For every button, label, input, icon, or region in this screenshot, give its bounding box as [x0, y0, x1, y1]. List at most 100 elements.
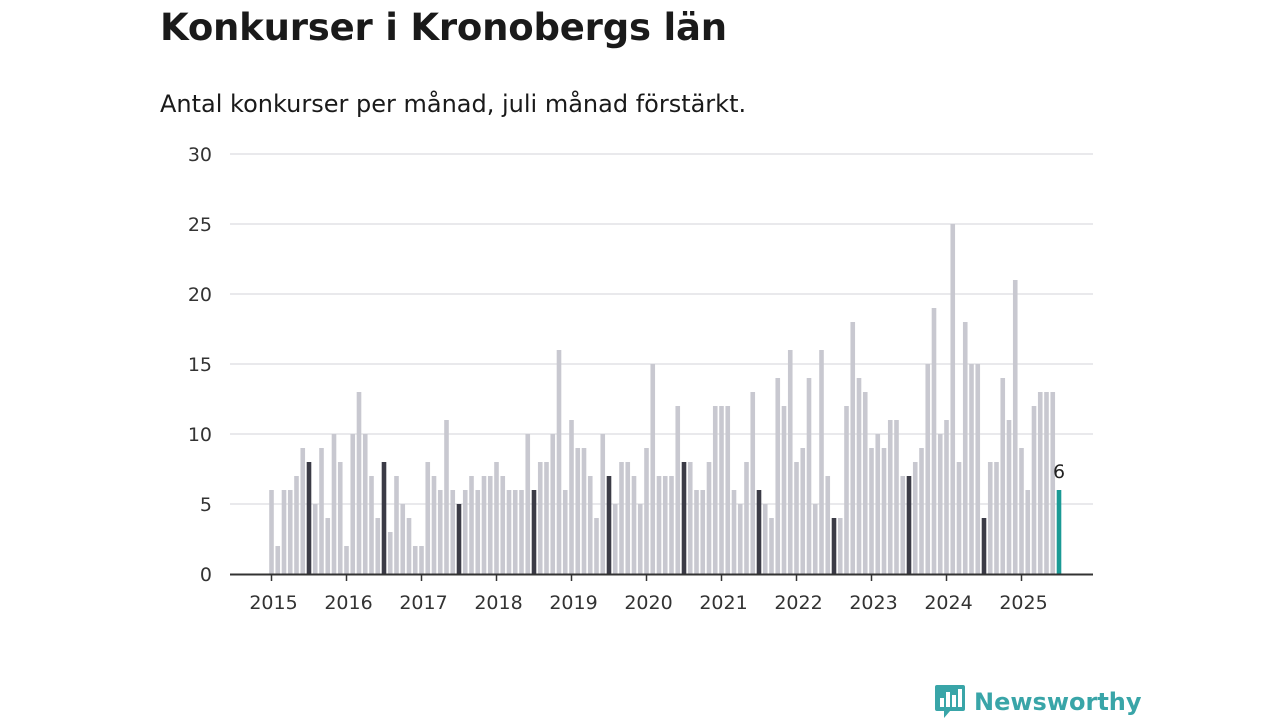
bar-2017-7	[456, 504, 462, 574]
bar-2019-6	[600, 434, 606, 574]
bar-2023-2	[875, 434, 881, 574]
bar-2017-8	[462, 490, 468, 574]
bar-2020-10	[700, 490, 706, 574]
bar-2023-11	[931, 308, 937, 574]
bar-2019-7	[606, 476, 612, 574]
bar-2022-4	[812, 504, 818, 574]
chart-subtitle: Antal konkurser per månad, juli månad fö…	[160, 90, 747, 118]
bar-2018-11	[556, 350, 562, 574]
bar-2022-9	[844, 406, 849, 574]
x-tick-label-2025: 2025	[999, 592, 1047, 614]
x-tick-label-2020: 2020	[624, 592, 672, 614]
bar-2015-2	[275, 546, 281, 574]
bar-2015-8	[312, 504, 318, 574]
bar-2018-3	[506, 490, 512, 574]
bar-2025-3	[1031, 406, 1037, 574]
bar-2016-4	[362, 434, 368, 574]
bar-2016-7	[381, 462, 387, 574]
bar-2024-12	[1012, 280, 1018, 574]
bar-2024-5	[969, 364, 974, 574]
bar-2023-5	[894, 420, 899, 574]
gridlines	[230, 153, 1093, 505]
bar-2016-9	[394, 476, 399, 574]
bar-2021-10	[775, 378, 781, 574]
bar-2020-7	[681, 462, 687, 574]
bar-2022-5	[819, 350, 824, 574]
bar-2021-4	[737, 504, 743, 574]
x-tick-label-2018: 2018	[474, 592, 522, 614]
bar-2025-5	[1044, 392, 1049, 574]
bar-2020-1	[644, 448, 649, 574]
bar-2023-12	[937, 434, 943, 574]
bar-2022-11	[856, 378, 862, 574]
bar-2020-9	[694, 490, 699, 574]
x-tick-label-2015: 2015	[249, 592, 297, 614]
bar-2023-4	[887, 420, 893, 574]
bar-2025-7	[1056, 490, 1062, 574]
bar-2024-6	[975, 364, 981, 574]
bar-2021-9	[769, 518, 774, 574]
y-tick-label-25: 25	[188, 214, 212, 236]
bar-2020-6	[675, 406, 681, 574]
bar-2019-8	[612, 504, 618, 574]
bar-2021-8	[762, 504, 768, 574]
bar-2025-1	[1019, 448, 1024, 574]
bar-2016-2	[350, 434, 356, 574]
bar-2019-2	[575, 448, 581, 574]
bar-2022-3	[806, 378, 812, 574]
bar-2020-8	[687, 462, 693, 574]
bar-2016-12	[412, 546, 418, 574]
bar-2024-9	[994, 462, 999, 574]
bar-2023-9	[919, 448, 924, 574]
bar-2023-10	[925, 364, 931, 574]
bar-2016-1	[344, 546, 349, 574]
bar-2021-7	[756, 490, 762, 574]
x-tick-label-2023: 2023	[849, 592, 897, 614]
bar-2016-8	[387, 532, 393, 574]
bar-2021-6	[750, 392, 756, 574]
bar-2015-10	[325, 518, 331, 574]
bar-2018-2	[500, 476, 506, 574]
bar-2022-6	[825, 476, 831, 574]
bar-2016-5	[369, 476, 374, 574]
bar-2022-8	[837, 518, 843, 574]
bar-2020-2	[650, 364, 656, 574]
bar-2017-11	[481, 476, 487, 574]
y-tick-label-30: 30	[188, 144, 212, 166]
bar-2021-11	[781, 406, 787, 574]
bars: 6	[269, 224, 1065, 574]
newsworthy-logo[interactable]: Newsworthy	[934, 682, 1142, 722]
bar-2025-4	[1037, 392, 1043, 574]
bar-2025-6	[1050, 392, 1056, 574]
bar-2019-9	[619, 462, 624, 574]
bar-2015-4	[287, 490, 293, 574]
bar-2015-9	[319, 448, 324, 574]
bar-2016-11	[406, 518, 412, 574]
bar-2015-1	[269, 490, 274, 574]
bar-2019-12	[637, 504, 643, 574]
bar-2017-9	[469, 476, 474, 574]
bar-2023-3	[881, 448, 887, 574]
bar-2018-9	[544, 462, 549, 574]
bar-2022-12	[862, 392, 868, 574]
bar-2015-7	[306, 462, 312, 574]
chart-title: Konkurser i Kronobergs län	[160, 6, 727, 49]
bar-2018-4	[512, 490, 518, 574]
bar-2019-3	[581, 448, 587, 574]
x-axis: 2015 2016 2017 2018 2019 2020 2021 2022 2023 2024…	[230, 573, 1093, 614]
bar-2017-10	[475, 490, 481, 574]
bar-2023-7	[906, 476, 912, 574]
bar-2018-8	[537, 462, 543, 574]
y-tick-label-15: 15	[188, 354, 212, 376]
bar-2017-1	[419, 546, 424, 574]
bar-2016-6	[375, 518, 381, 574]
bar-2023-1	[869, 448, 874, 574]
bar-2024-1	[944, 420, 949, 574]
bar-2022-7	[831, 518, 837, 574]
y-tick-label-5: 5	[200, 494, 212, 516]
bar-2022-1	[794, 462, 799, 574]
bar-2023-6	[900, 476, 906, 574]
bar-2024-3	[956, 462, 962, 574]
bar-2024-10	[1000, 378, 1006, 574]
